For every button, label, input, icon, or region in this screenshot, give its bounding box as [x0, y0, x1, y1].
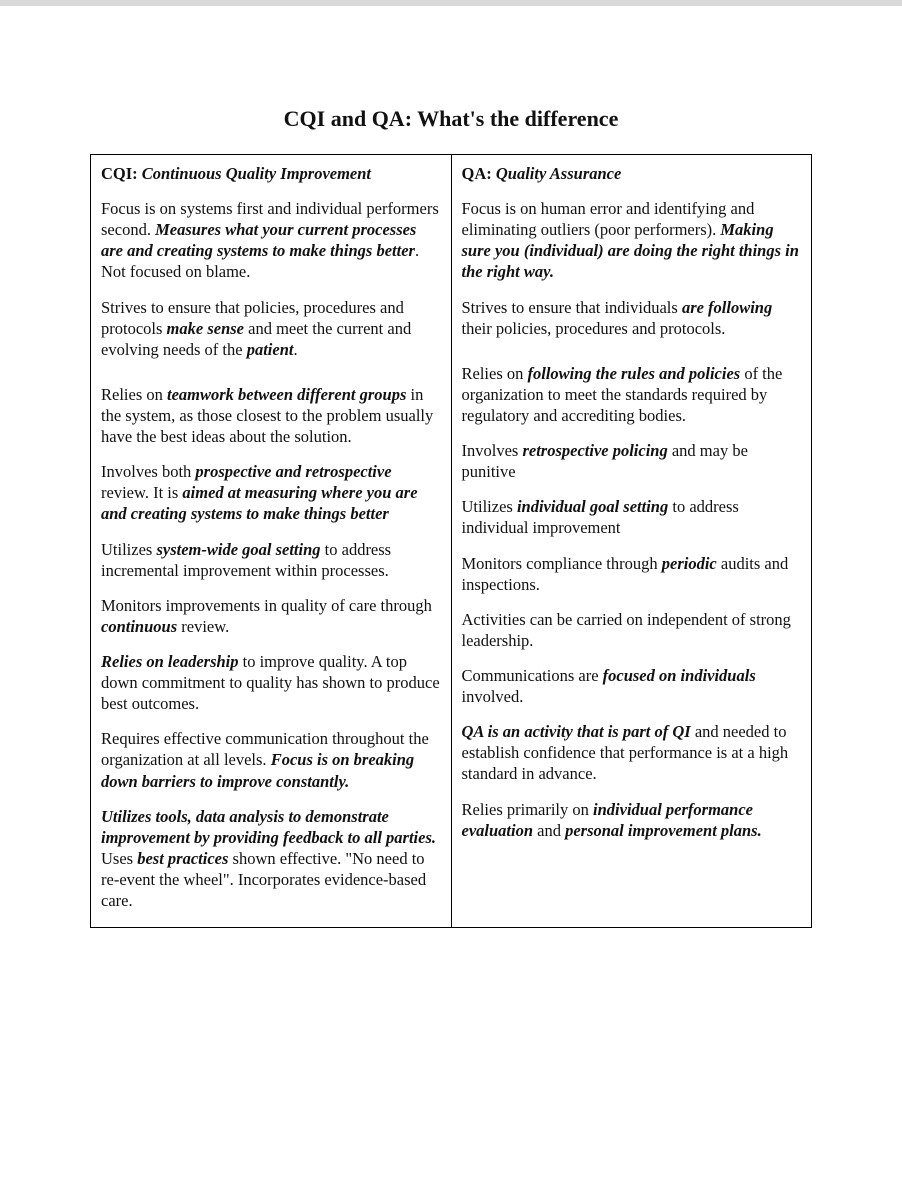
cqi-paragraph: Requires effective communication through…: [101, 728, 441, 791]
emphasis-text: Utilizes tools, data analysis to demonst…: [101, 807, 436, 847]
qa-header: QA: Quality Assurance: [462, 163, 802, 184]
body-text: Uses: [101, 849, 137, 868]
body-text: Involves: [462, 441, 523, 460]
body-text: Relies on: [101, 385, 167, 404]
qa-paragraph: Focus is on human error and identifying …: [462, 198, 802, 282]
emphasis-text: focused on individuals: [603, 666, 756, 685]
qa-paragraph: Relies primarily on individual performan…: [462, 799, 802, 841]
emphasis-text: QA is an activity that is part of QI: [462, 722, 691, 741]
body-text: Communications are: [462, 666, 603, 685]
body-text: Monitors improvements in quality of care…: [101, 596, 432, 615]
body-text: review. It is: [101, 483, 182, 502]
cqi-full: Continuous Quality Improvement: [142, 164, 371, 183]
body-text: Involves both: [101, 462, 195, 481]
page-title: CQI and QA: What's the difference: [90, 106, 812, 132]
emphasis-text: Relies on leadership: [101, 652, 239, 671]
emphasis-text: patient: [247, 340, 294, 359]
qa-paragraph: Involves retrospective policing and may …: [462, 440, 802, 482]
qa-column: QA: Quality Assurance Focus is on human …: [451, 155, 812, 928]
cqi-paragraph: Relies on leadership to improve quality.…: [101, 651, 441, 714]
emphasis-text: personal improvement plans.: [565, 821, 762, 840]
emphasis-text: are following: [682, 298, 772, 317]
emphasis-text: following the rules and policies: [528, 364, 741, 383]
body-text: and: [533, 821, 565, 840]
cqi-column: CQI: Continuous Quality Improvement Focu…: [91, 155, 452, 928]
emphasis-text: system-wide goal setting: [156, 540, 320, 559]
qa-abbr: QA:: [462, 164, 492, 183]
body-text: Activities can be carried on independent…: [462, 610, 791, 650]
body-text: Monitors compliance through: [462, 554, 662, 573]
cqi-paragraph: Relies on teamwork between different gro…: [101, 384, 441, 447]
cqi-paragraph: Utilizes system-wide goal setting to add…: [101, 539, 441, 581]
body-text: involved.: [462, 687, 524, 706]
body-text: Utilizes: [462, 497, 517, 516]
cqi-paragraph: Monitors improvements in quality of care…: [101, 595, 441, 637]
cqi-paragraph: Utilizes tools, data analysis to demonst…: [101, 806, 441, 912]
cqi-header: CQI: Continuous Quality Improvement: [101, 163, 441, 184]
cqi-paragraph: Involves both prospective and retrospect…: [101, 461, 441, 524]
qa-paragraph: Communications are focused on individual…: [462, 665, 802, 707]
qa-paragraph: Strives to ensure that individuals are f…: [462, 297, 802, 339]
emphasis-text: best practices: [137, 849, 228, 868]
body-text: Utilizes: [101, 540, 156, 559]
body-text: .: [293, 340, 297, 359]
emphasis-text: prospective and retrospective: [195, 462, 391, 481]
body-text: their policies, procedures and protocols…: [462, 319, 726, 338]
qa-paragraph: Relies on following the rules and polici…: [462, 363, 802, 426]
cqi-paragraph: Focus is on systems first and individual…: [101, 198, 441, 282]
body-text: Relies on: [462, 364, 528, 383]
comparison-table: CQI: Continuous Quality Improvement Focu…: [90, 154, 812, 928]
qa-paragraph: QA is an activity that is part of QI and…: [462, 721, 802, 784]
emphasis-text: make sense: [167, 319, 244, 338]
body-text: Focus is on human error and identifying …: [462, 199, 755, 239]
document-page: CQI and QA: What's the difference CQI: C…: [0, 0, 902, 1200]
cqi-abbr: CQI:: [101, 164, 138, 183]
body-text: Strives to ensure that individuals: [462, 298, 682, 317]
emphasis-text: retrospective policing: [522, 441, 667, 460]
cqi-paragraph: Strives to ensure that policies, procedu…: [101, 297, 441, 360]
qa-paragraph: Activities can be carried on independent…: [462, 609, 802, 651]
emphasis-text: individual goal setting: [517, 497, 668, 516]
body-text: review.: [177, 617, 229, 636]
qa-paragraph: Utilizes individual goal setting to addr…: [462, 496, 802, 538]
emphasis-text: continuous: [101, 617, 177, 636]
body-text: Relies primarily on: [462, 800, 594, 819]
qa-full: Quality Assurance: [496, 164, 621, 183]
qa-paragraph: Monitors compliance through periodic aud…: [462, 553, 802, 595]
emphasis-text: teamwork between different groups: [167, 385, 406, 404]
emphasis-text: periodic: [662, 554, 717, 573]
